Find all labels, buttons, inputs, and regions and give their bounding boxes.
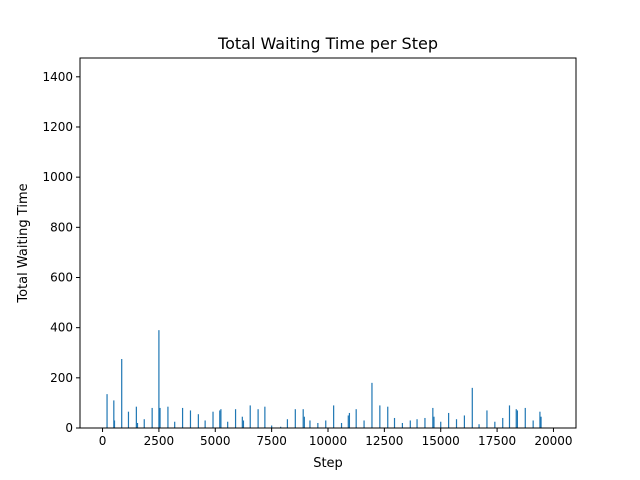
bar-49	[424, 417, 426, 428]
x-tick-label-4: 10000	[309, 434, 347, 448]
bar-11	[167, 406, 169, 428]
bar-16	[204, 420, 206, 428]
bar-60	[502, 417, 504, 428]
bar-50	[432, 407, 434, 428]
bar-32	[303, 416, 305, 428]
bar-7	[143, 419, 145, 428]
bar-18	[219, 410, 221, 428]
bar-12	[174, 421, 176, 428]
x-tick-label-3: 7500	[256, 434, 287, 448]
bar-44	[387, 406, 389, 428]
bar-36	[333, 405, 335, 428]
bar-38	[347, 415, 349, 428]
bar-23	[242, 420, 245, 428]
bar-14	[189, 410, 192, 428]
bar-52	[440, 421, 442, 428]
bar-22	[241, 416, 243, 428]
bar-1	[113, 400, 115, 428]
bar-46	[401, 422, 403, 428]
x-tick-label-5: 12500	[365, 434, 403, 448]
y-tick-label-4: 800	[50, 220, 73, 234]
x-axis: 0 2500 5000 7500 10000 12500 15000 17500 20000	[99, 428, 573, 448]
y-axis-label: Total Waiting Time	[16, 183, 31, 303]
bar-45	[393, 417, 396, 428]
bar-53	[448, 412, 450, 428]
bar-4	[127, 411, 130, 428]
bar-51	[433, 416, 435, 428]
bar-24	[249, 405, 251, 428]
bar-58	[486, 410, 488, 428]
plot-frame	[79, 57, 577, 429]
bar-43	[379, 405, 381, 428]
bar-20	[227, 421, 229, 428]
bar-67	[540, 416, 542, 428]
bar-63	[516, 410, 518, 428]
bar-42	[371, 382, 373, 428]
y-tick-label-2: 400	[50, 321, 73, 335]
bars-group	[106, 330, 542, 428]
bar-48	[416, 419, 418, 428]
x-tick-label-8: 20000	[534, 434, 572, 448]
x-tick-label-6: 15000	[422, 434, 460, 448]
y-tick-label-0: 0	[65, 421, 73, 435]
y-tick-label-6: 1200	[42, 120, 73, 134]
bar-30	[294, 409, 296, 428]
y-tick-label-7: 1400	[42, 70, 73, 84]
bar-8	[151, 407, 153, 428]
bar-66	[539, 411, 541, 428]
bar-41	[363, 420, 365, 428]
bar-57	[478, 424, 480, 428]
bar-37	[340, 422, 343, 428]
bar-21	[234, 409, 237, 428]
bar-34	[317, 422, 319, 428]
bar-27	[271, 425, 273, 428]
x-tick-label-1: 2500	[144, 434, 175, 448]
bar-55	[463, 415, 465, 428]
bar-3	[121, 359, 123, 428]
bar-2	[113, 420, 116, 428]
x-tick-label-2: 5000	[200, 434, 231, 448]
bar-47	[409, 420, 411, 428]
bar-19	[220, 409, 222, 428]
bar-6	[136, 422, 139, 428]
bar-62	[515, 409, 517, 428]
bar-5	[135, 406, 137, 428]
bar-26	[264, 406, 266, 428]
bar-54	[455, 419, 458, 428]
x-tick-label-0: 0	[99, 434, 107, 448]
bar-56	[471, 387, 473, 428]
bar-59	[494, 421, 496, 428]
bar-15	[197, 414, 199, 428]
bar-13	[181, 407, 184, 428]
bar-33	[309, 420, 311, 428]
bar-0	[106, 394, 108, 428]
y-axis: 0 200 400 600 800 1000 1200 1400	[42, 70, 80, 435]
y-tick-label-5: 1000	[42, 170, 73, 184]
bar-65	[532, 420, 534, 428]
bar-10	[159, 407, 161, 428]
bar-9	[158, 330, 160, 428]
bar-39	[348, 412, 351, 428]
bar-40	[355, 409, 357, 428]
chart-title: Total Waiting Time per Step	[217, 34, 438, 53]
bar-17	[212, 411, 214, 428]
bar-31	[302, 409, 304, 428]
x-tick-label-7: 17500	[478, 434, 516, 448]
x-axis-label: Step	[313, 456, 343, 471]
bar-64	[524, 407, 526, 428]
bar-25	[257, 409, 259, 428]
bar-29	[286, 419, 289, 428]
bar-61	[508, 405, 511, 428]
y-tick-label-1: 200	[50, 371, 73, 385]
bar-35	[325, 420, 327, 428]
y-tick-label-3: 600	[50, 270, 73, 284]
bar-28	[280, 426, 282, 428]
